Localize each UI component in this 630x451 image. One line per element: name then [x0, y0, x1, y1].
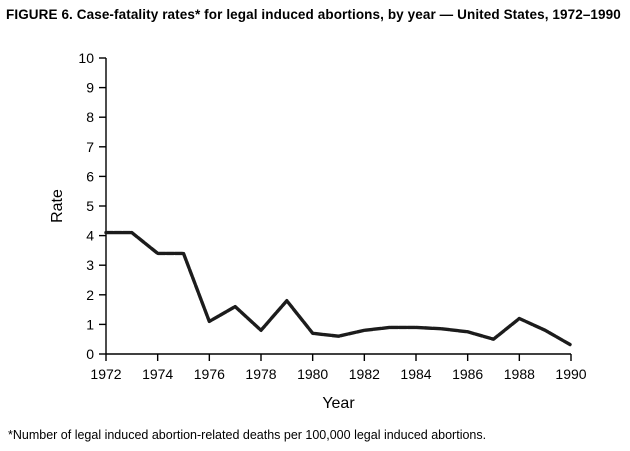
case-fatality-line-chart: 0 1 2 3 4 5 6 7 8 9 10 1972 1974 1976 1978 1980 1982 1984…: [49, 50, 587, 412]
case-fatality-rate-line: [104, 230, 573, 347]
y-tick-label: 0: [86, 346, 94, 362]
x-tick-label: 1976: [194, 366, 225, 382]
figure-title: FIGURE 6. Case-fatality rates* for legal…: [6, 7, 621, 22]
x-tick-label: 1978: [245, 366, 276, 382]
x-tick-label: 1982: [349, 366, 380, 382]
x-tick-label: 1984: [400, 366, 431, 382]
y-tick-label: 3: [86, 257, 94, 273]
y-tick-label: 7: [86, 139, 94, 155]
x-tick-label: 1986: [452, 366, 483, 382]
x-tick-label: 1974: [142, 366, 173, 382]
x-tick-label: 1972: [90, 366, 121, 382]
y-axis-title: Rate: [49, 189, 66, 223]
figure-footnote: *Number of legal induced abortion-relate…: [8, 428, 487, 442]
x-tick-label: 1988: [504, 366, 535, 382]
x-tick-label: 1990: [555, 366, 586, 382]
x-tick-label: 1980: [297, 366, 328, 382]
y-tick-label: 2: [86, 287, 94, 303]
y-tick-label: 5: [86, 198, 94, 214]
y-tick-label: 10: [78, 50, 94, 66]
y-tick-label: 4: [86, 228, 94, 244]
y-tick-label: 6: [86, 168, 94, 184]
y-tick-label: 1: [86, 316, 94, 332]
y-tick-label: 8: [86, 109, 94, 125]
chart-area: 0 1 2 3 4 5 6 7 8 9 10 1972 1974 1976 1978 1980 1982 1984…: [4, 42, 626, 425]
x-axis-title: Year: [322, 395, 355, 412]
y-tick-label: 9: [86, 80, 94, 96]
